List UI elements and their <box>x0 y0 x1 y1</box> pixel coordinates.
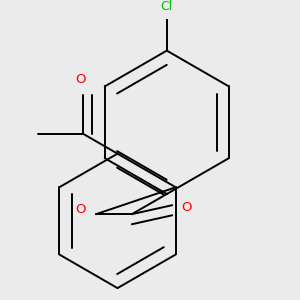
Text: O: O <box>75 203 86 216</box>
Text: O: O <box>75 74 86 86</box>
Text: Cl: Cl <box>161 0 173 13</box>
Text: O: O <box>181 201 192 214</box>
